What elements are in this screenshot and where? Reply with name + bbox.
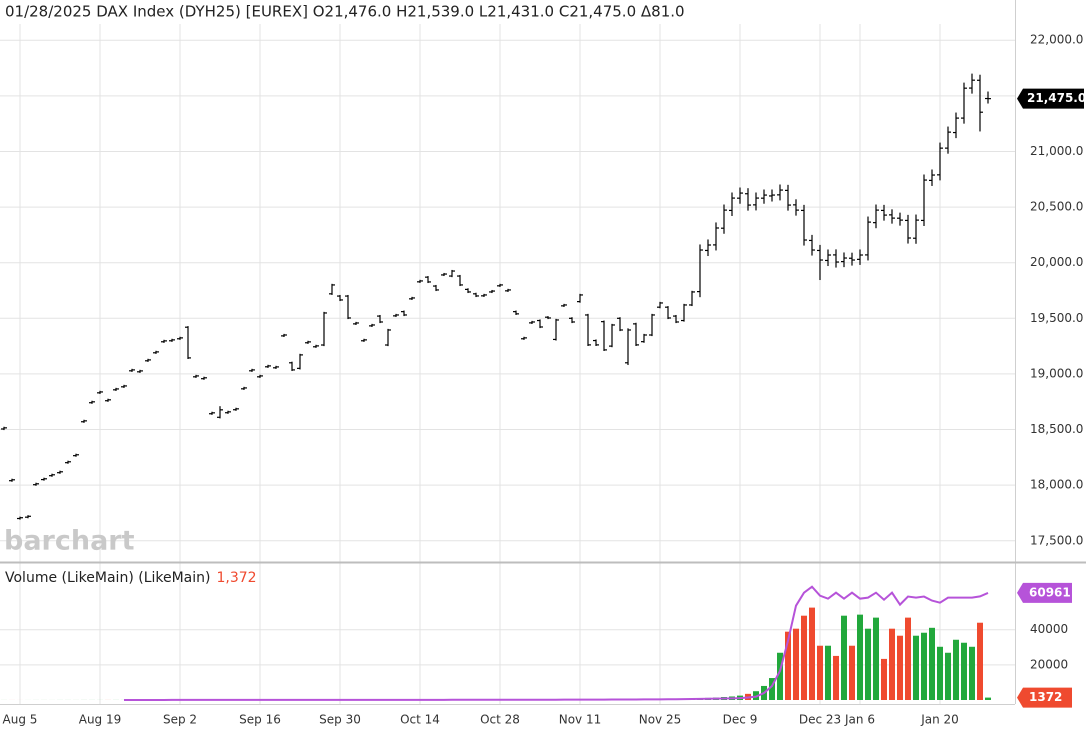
x-tick-label: Nov 11 — [559, 713, 602, 727]
y-tick-label: 20,500.0 — [1030, 200, 1083, 214]
volume-bar — [809, 607, 815, 700]
volume-bar — [889, 628, 895, 700]
x-tick-label: Nov 25 — [639, 713, 682, 727]
volume-bar — [769, 678, 775, 700]
x-tick-label: Sep 30 — [319, 713, 361, 727]
watermark: barchart — [4, 526, 135, 557]
last-value-box — [1017, 582, 1072, 603]
volume-bar — [841, 615, 847, 700]
last-value-label: 1372 — [1029, 690, 1062, 704]
volume-bar — [969, 646, 975, 700]
y-tick-label: 21,000.0 — [1030, 144, 1083, 158]
volume-bar — [961, 642, 967, 700]
volume-bar — [881, 658, 887, 700]
last-value-box — [1017, 687, 1072, 708]
y-tick-label: 19,000.0 — [1030, 366, 1083, 380]
volume-bar — [793, 628, 799, 700]
y-tick-label: 19,500.0 — [1030, 311, 1083, 325]
x-tick-label: Dec 9 — [723, 713, 758, 727]
x-tick-label: Aug 19 — [79, 713, 122, 727]
grid — [0, 24, 1015, 704]
axis-labels: 17,500.0 18,000.0 18,500.0 19,000.0 19,500.0… — [3, 33, 1086, 727]
x-tick-label: Dec 23 — [799, 713, 841, 727]
last-price-label: 21,475.0 — [1027, 91, 1086, 105]
volume-bar — [945, 652, 951, 700]
x-tick-label: Sep 16 — [239, 713, 281, 727]
volume-bar — [873, 617, 879, 700]
volume-bar — [785, 631, 791, 700]
x-tick-label: Sep 2 — [163, 713, 197, 727]
header-bg — [0, 0, 1015, 24]
volume-bar — [977, 622, 983, 700]
volume-bar — [865, 628, 871, 700]
average-line — [123, 585, 989, 701]
volume-bar — [857, 614, 863, 700]
y-tick-label: 20000 — [1030, 657, 1068, 671]
volume-bar — [817, 645, 823, 700]
volume-bar — [929, 627, 935, 700]
volume-bar — [985, 697, 991, 700]
x-tick-label: Oct 14 — [400, 713, 440, 727]
y-tick-label: 18,000.0 — [1030, 478, 1083, 492]
volume-bar — [937, 646, 943, 700]
volume-bar — [897, 635, 903, 700]
volume-bar — [905, 617, 911, 700]
y-tick-label: 22,000.0 — [1030, 33, 1083, 47]
volume-bar — [921, 632, 927, 700]
volume-bar — [825, 645, 831, 700]
volume-bar — [953, 639, 959, 700]
volume-bar — [913, 635, 919, 700]
volume-bar — [777, 652, 783, 700]
volume-bar — [849, 645, 855, 700]
y-tick-label: 17,500.0 — [1030, 533, 1083, 547]
y-tick-label: 18,500.0 — [1030, 422, 1083, 436]
chart-title: 01/28/2025 DAX Index (DYH25) [EUREX] O21… — [5, 3, 685, 21]
volume-bar — [833, 655, 839, 700]
x-tick-label: Aug 5 — [3, 713, 38, 727]
y-tick-label: 20,000.0 — [1030, 255, 1083, 269]
last-price-box — [1017, 88, 1084, 109]
x-tick-label: Oct 28 — [480, 713, 520, 727]
volume-bar — [801, 615, 807, 700]
volume-legend-value: 1,372 — [216, 570, 256, 586]
marks — [1, 73, 991, 701]
last-value-label: 60961 — [1029, 585, 1071, 599]
volume-legend: Volume (LikeMain) (LikeMain) — [5, 570, 210, 586]
x-tick-label: Jan 20 — [920, 713, 959, 727]
x-tick-label: Jan 6 — [844, 713, 875, 727]
y-tick-label: 40000 — [1030, 622, 1068, 636]
